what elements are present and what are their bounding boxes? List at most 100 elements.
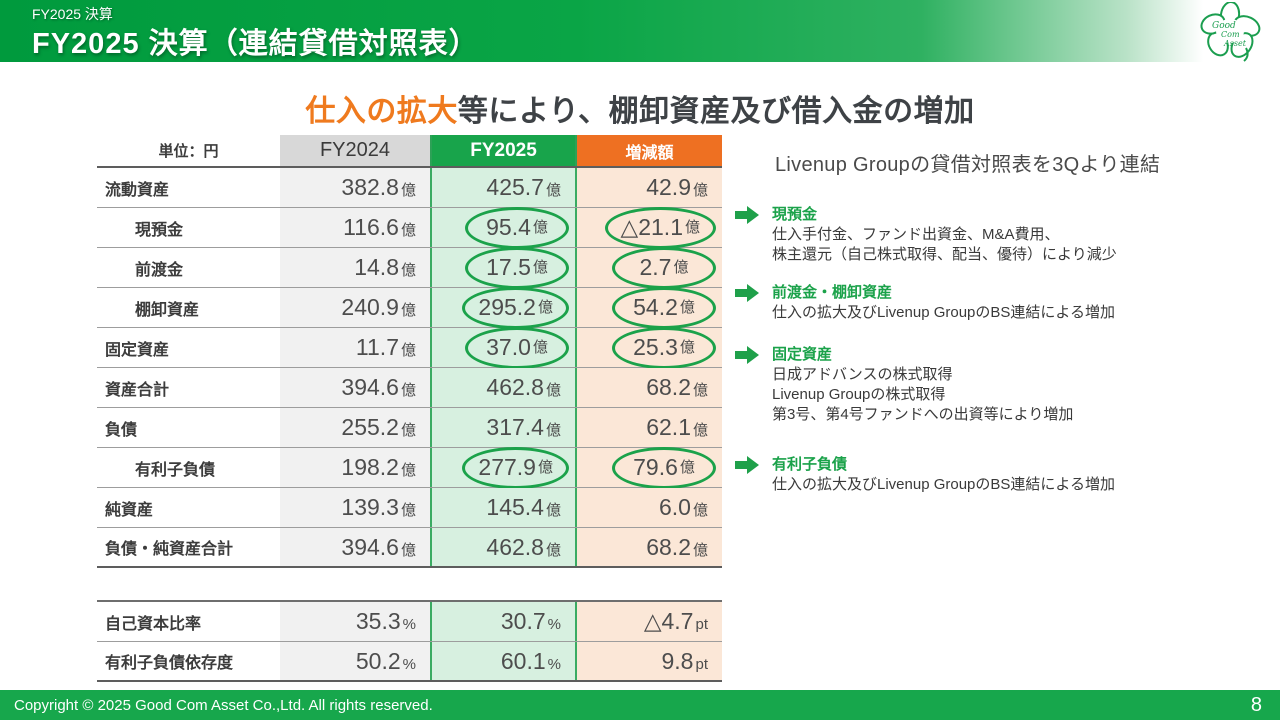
cell-unit: pt xyxy=(695,616,708,633)
cell-value: 60.1 xyxy=(500,647,546,674)
table-row: 固定資産 11.7 億 37.0 億 25.3 億 xyxy=(97,326,722,369)
cell-value: 394.6 xyxy=(341,533,399,560)
fy2024-cell: 11.7 億 xyxy=(280,328,430,367)
note-line: 仕入の拡大及びLivenup GroupのBS連結による増加 xyxy=(772,476,1115,493)
header-bar: FY2025 決算 FY2025 決算（連結貸借対照表） xyxy=(0,0,1280,62)
fy2025-cell: 37.0 億 xyxy=(430,326,577,369)
fy2025-cell: 145.4 億 xyxy=(430,488,577,527)
svg-text:Good: Good xyxy=(1212,21,1236,31)
cell-value: 30.7 xyxy=(500,608,546,634)
cell-value: 62.1 xyxy=(646,414,691,440)
note-item: 固定資産 日成アドバンスの株式取得 Livenup Groupの株式取得 第3号、第4… xyxy=(735,345,1280,425)
fy2024-cell: 255.2 億 xyxy=(280,408,430,447)
highlight-circle: 295.2 億 xyxy=(462,286,569,329)
delta-cell: 54.2 億 xyxy=(577,286,722,329)
green-arrow-icon xyxy=(735,284,759,302)
note-line: 株主還元（自己株式取得、配当、優待）により減少 xyxy=(772,246,1117,263)
cell-unit: 億 xyxy=(692,541,708,559)
cell-unit: 億 xyxy=(545,382,561,399)
cell-value: 35.3 xyxy=(355,608,401,634)
cell-unit: 億 xyxy=(537,299,553,316)
delta-cell: △21.1 億 xyxy=(577,206,722,249)
highlight-circle: 277.9 億 xyxy=(462,446,569,489)
fy2024-cell: 394.6 億 xyxy=(280,368,430,407)
note-item: 前渡金・棚卸資産仕入の拡大及びLivenup GroupのBS連結による増加 xyxy=(735,283,1280,323)
cell-value: 68.2 xyxy=(646,533,691,560)
table-row: 有利子負債 198.2 億 277.9 億 79.6 億 xyxy=(97,446,722,489)
row-label: 固定資産 xyxy=(97,328,280,367)
delta-cell: 68.2 億 xyxy=(577,528,722,566)
highlight-circle: 79.6 億 xyxy=(612,446,716,489)
green-arrow-icon xyxy=(735,206,759,224)
slide-title-rest: 等により、棚卸資産及び借入金の増加 xyxy=(457,95,975,128)
flower-logo-icon: Good Com Asset xyxy=(1200,1,1261,62)
cell-value: 462.8 xyxy=(486,533,544,560)
highlight-circle: 2.7 億 xyxy=(612,246,716,289)
cell-unit: 億 xyxy=(545,502,561,519)
cell-unit: % xyxy=(547,616,561,633)
fy2024-cell: 394.6 億 xyxy=(280,528,430,566)
page-title: FY2025 決算（連結貸借対照表） xyxy=(32,28,479,60)
column-header-fy2025: FY2025 xyxy=(430,135,577,166)
cell-unit: 億 xyxy=(545,182,561,199)
cell-unit: 億 xyxy=(532,339,548,356)
cell-value: 68.2 xyxy=(646,374,691,400)
table-row: 有利子負債依存度 50.2% 60.1% 9.8 pt xyxy=(97,642,722,682)
cell-value: 198.2 xyxy=(341,454,399,480)
delta-cell: 25.3 億 xyxy=(577,326,722,369)
balance-sheet-table: 単位：円 FY2024 FY2025 増減額 流動資産 382.8 億 425.7 億 4… xyxy=(97,135,722,568)
cell-value: 116.6 xyxy=(343,214,399,240)
cell-unit: 億 xyxy=(545,422,561,439)
cell-unit: 億 xyxy=(692,502,708,519)
table-row: 負債 255.2 億 317.4 億 62.1 億 xyxy=(97,408,722,448)
notes-heading: Livenup Groupの貸借対照表を3Qより連結 xyxy=(775,154,1161,176)
cell-unit: 億 xyxy=(532,219,548,236)
note-line: 仕入の拡大及びLivenup GroupのBS連結による増加 xyxy=(772,304,1115,321)
cell-value: 394.6 xyxy=(341,374,399,400)
highlight-circle: 54.2 億 xyxy=(612,286,716,329)
cell-unit: 億 xyxy=(537,459,553,476)
cell-unit: 億 xyxy=(400,262,416,279)
note-line: 仕入手付金、ファンド出資金、M&A費用、 xyxy=(772,226,1060,243)
cell-value: 240.9 xyxy=(341,294,399,320)
cell-value: 25.3 xyxy=(633,334,678,360)
table-row: 負債・純資産合計 394.6 億 462.8 億 68.2 億 xyxy=(97,528,722,568)
fy2025-cell: 425.7 億 xyxy=(430,168,577,207)
cell-unit: 億 xyxy=(673,259,689,276)
row-label: 純資産 xyxy=(97,488,280,527)
highlight-circle: △21.1 億 xyxy=(604,206,716,249)
svg-text:Com: Com xyxy=(1221,30,1240,39)
fy2024-cell: 382.8 億 xyxy=(280,168,430,207)
cell-unit: % xyxy=(547,655,561,673)
notes-panel: Livenup Groupの貸借対照表を3Qより連結 現預金 仕入手付金、ファンド… xyxy=(735,140,1280,680)
ratio-table: 自己資本比率 35.3% 30.7% △4.7 pt 有利子負債依存度 50.2% 60.1%… xyxy=(97,600,722,682)
delta-cell: 68.2 億 xyxy=(577,368,722,407)
column-header-delta: 増減額 xyxy=(577,135,722,166)
cell-value: 317.4 xyxy=(486,414,544,440)
cell-value: 54.2 xyxy=(633,294,678,320)
table-row: 現預金 116.6 億 95.4 億 △21.1 億 xyxy=(97,206,722,249)
cell-value: 42.9 xyxy=(646,174,691,200)
row-label: 負債・純資産合計 xyxy=(97,528,280,566)
delta-cell: 62.1 億 xyxy=(577,408,722,447)
delta-cell: △4.7 pt xyxy=(577,602,722,641)
cell-unit: 億 xyxy=(400,342,416,359)
row-label: 流動資産 xyxy=(97,168,280,207)
row-label: 有利子負債依存度 xyxy=(97,642,280,680)
note-title: 有利子負債 xyxy=(772,456,848,473)
fy2024-cell: 198.2 億 xyxy=(280,448,430,487)
cell-value: 462.8 xyxy=(486,374,544,400)
cell-value: 17.5 xyxy=(486,254,531,280)
highlight-circle: 37.0 億 xyxy=(465,326,569,369)
row-label: 資産合計 xyxy=(97,368,280,407)
fy2025-cell: 17.5 億 xyxy=(430,246,577,289)
cell-unit: 億 xyxy=(532,259,548,276)
note-item: 現預金 仕入手付金、ファンド出資金、M&A費用、 株主還元（自己株式取得、配当、優待… xyxy=(735,205,1280,265)
cell-unit: 億 xyxy=(692,382,708,399)
note-title: 固定資産 xyxy=(772,346,833,363)
green-arrow-icon xyxy=(735,456,759,474)
note-title: 前渡金・棚卸資産 xyxy=(772,284,893,301)
cell-unit: 億 xyxy=(400,462,416,479)
note-line: Livenup Groupの株式取得 xyxy=(772,386,946,403)
